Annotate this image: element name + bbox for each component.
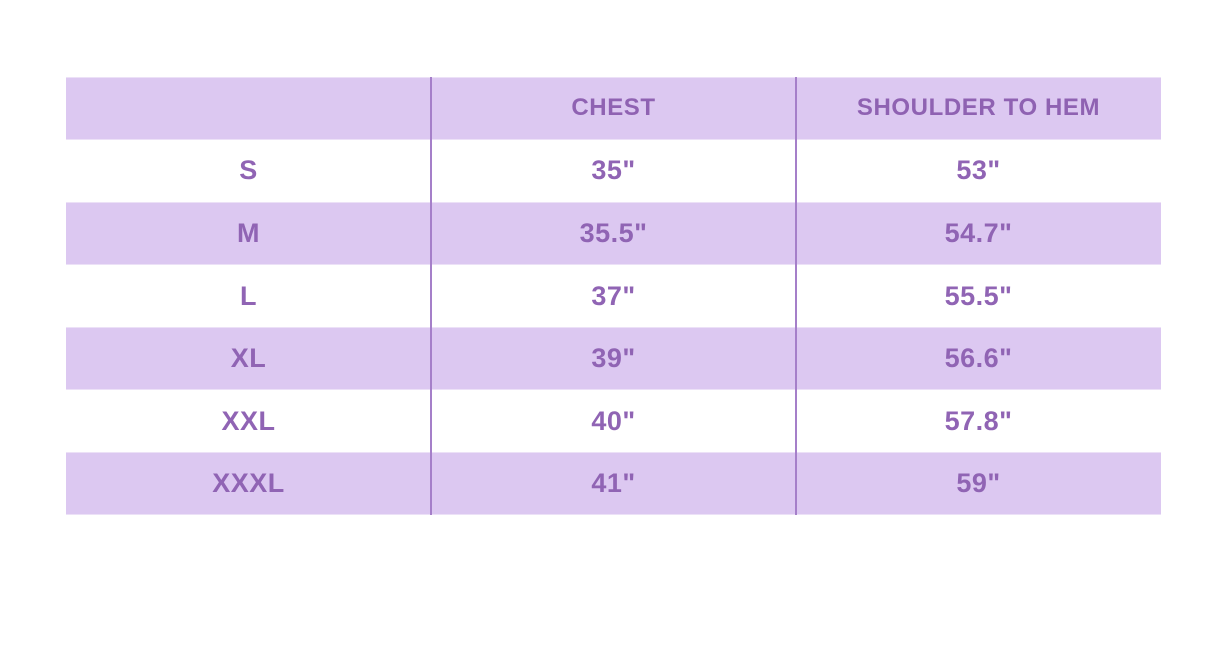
chest-value: 37" (591, 280, 636, 311)
table-row-xxxl: XXXL 41" 59" (66, 452, 1161, 516)
table-row-m: M 35.5" 54.7" (66, 202, 1161, 265)
chest-value: 40" (591, 405, 636, 436)
table-row-xxl: XXL 40" 57.8" (66, 389, 1161, 453)
size-label: M (237, 217, 260, 248)
size-label: XL (230, 343, 267, 374)
size-label: L (240, 280, 257, 311)
column-divider-2 (795, 77, 797, 515)
hem-value: 56.6" (944, 343, 1013, 374)
size-chart-table: CHEST SHOULDER TO HEM S 35" 53" M 35.5" … (66, 77, 1161, 516)
hem-value: 59" (956, 468, 1001, 499)
table-header-row: CHEST SHOULDER TO HEM (66, 77, 1161, 140)
chest-value: 35.5" (579, 217, 648, 248)
hem-value: 55.5" (944, 280, 1013, 311)
size-label: XXXL (212, 468, 285, 499)
header-size-blank (66, 77, 431, 140)
size-label: XXL (221, 405, 276, 436)
hem-value: 54.7" (944, 217, 1013, 248)
size-label: S (239, 155, 258, 186)
hem-value: 57.8" (944, 405, 1013, 436)
chest-value: 41" (591, 468, 636, 499)
hem-value: 53" (956, 155, 1001, 186)
header-shoulder-to-hem: SHOULDER TO HEM (856, 94, 1101, 122)
chest-value: 35" (591, 155, 636, 186)
header-chest: CHEST (571, 94, 656, 122)
table-row-xl: XL 39" 56.6" (66, 327, 1161, 390)
chest-value: 39" (591, 343, 636, 374)
column-divider-1 (430, 77, 432, 515)
table-row-l: L 37" 55.5" (66, 264, 1161, 328)
table-row-s: S 35" 53" (66, 139, 1161, 203)
